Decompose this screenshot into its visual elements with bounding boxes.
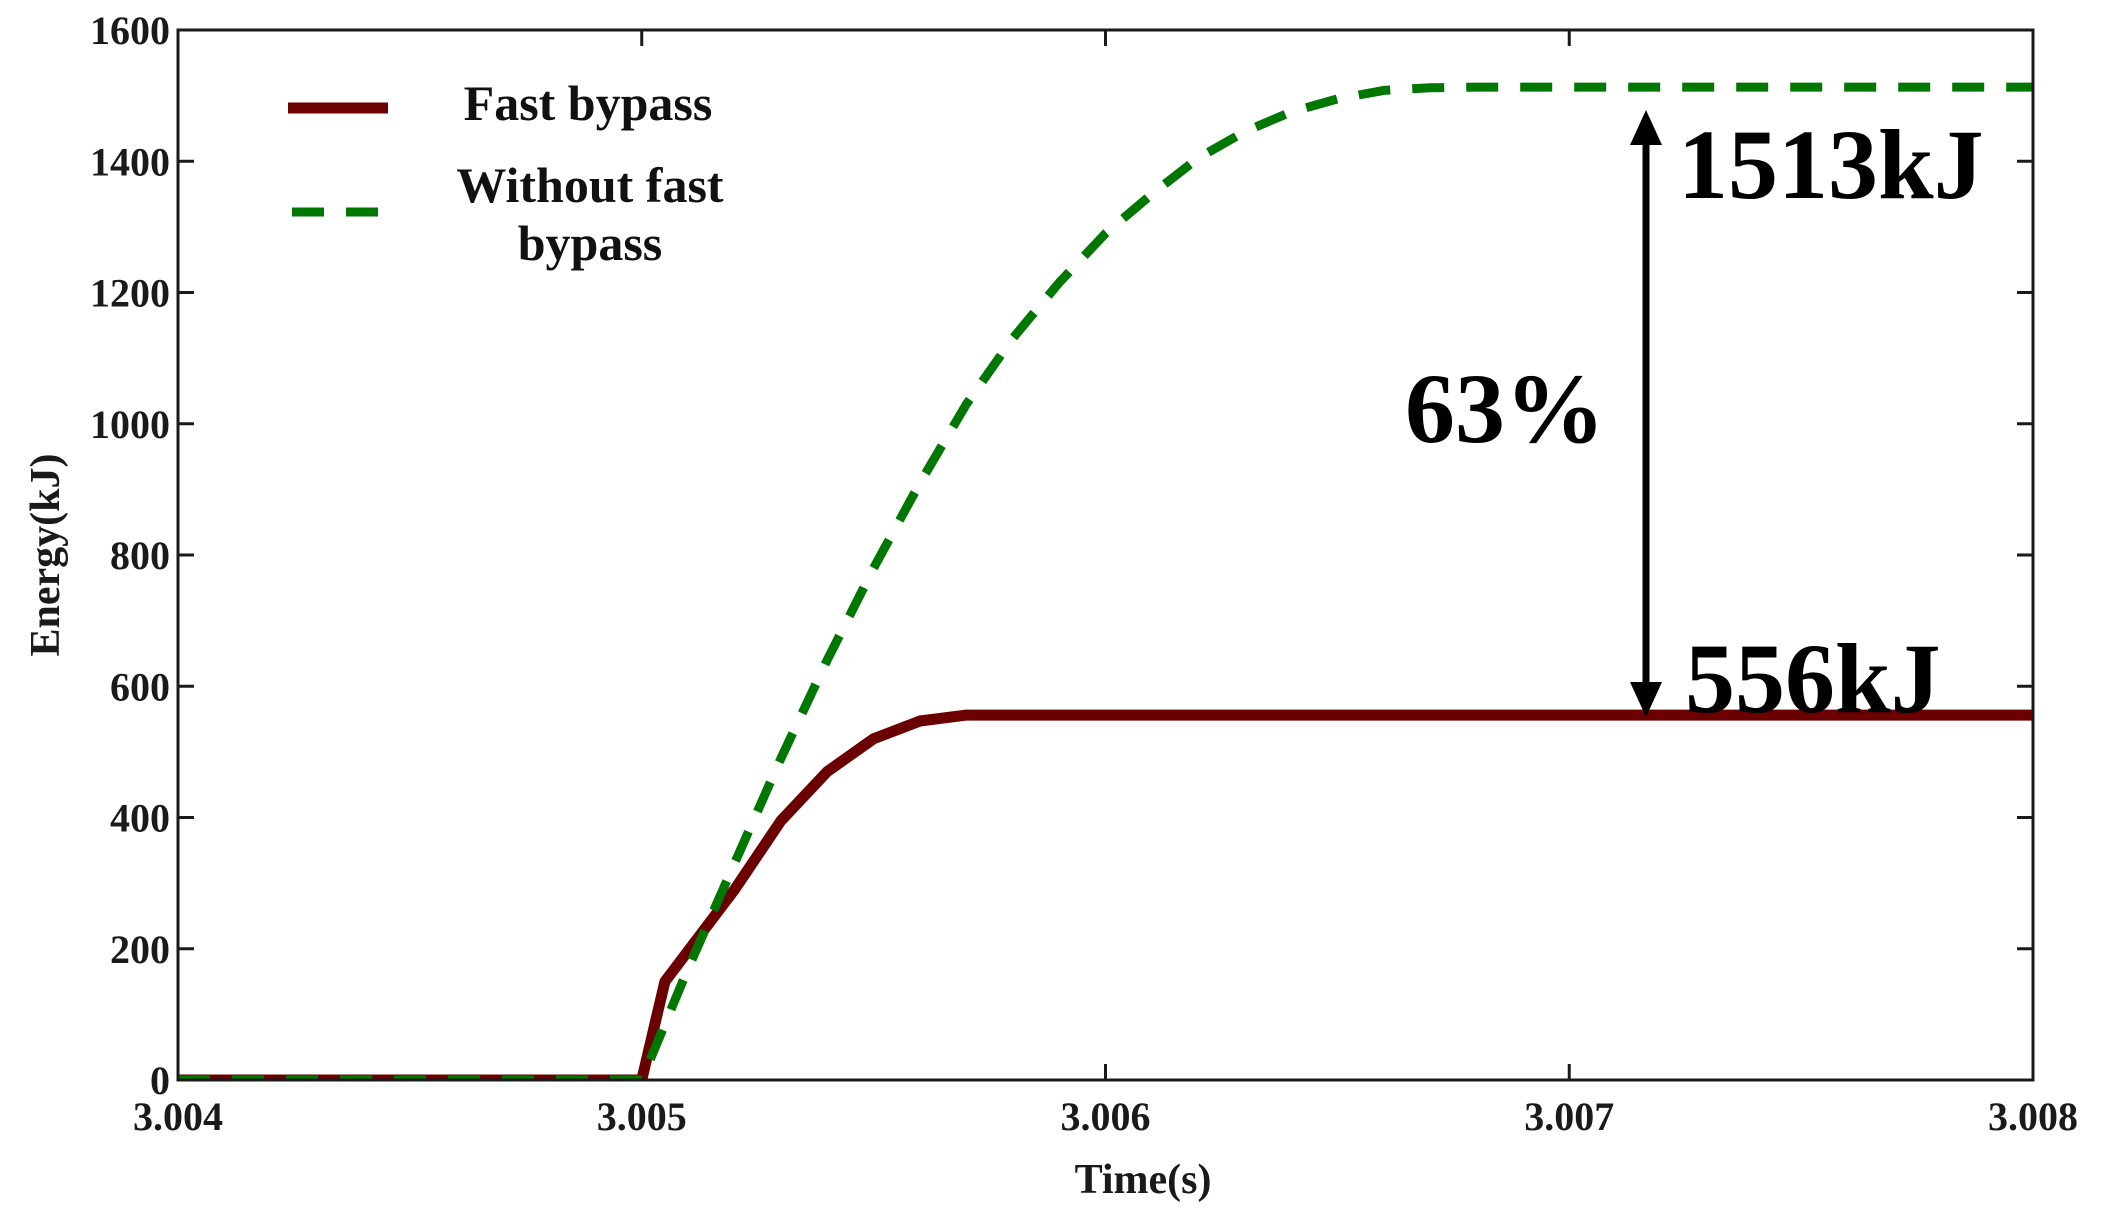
annotation-1513kj: 1513kJ [1678,109,1984,220]
x-axis-title: Time(s) [1075,1157,1212,1203]
y-tick-label: 800 [110,533,170,578]
annotation-63-percent: 63% [1405,353,1605,464]
plot-frame [176,28,2035,1082]
y-tick-label: 0 [150,1058,170,1103]
difference-arrow-head-down [1630,682,1662,717]
legend-label-without-fast-bypass: Without fast bypass [456,157,724,271]
y-tick-label: 1400 [90,139,170,184]
series-line-without-fast-bypass [178,82,2033,1080]
x-tick-label: 3.007 [1524,1094,1614,1139]
plot-area [178,30,2033,1080]
y-tick-label: 1200 [90,271,170,316]
series-line-fast-bypass [178,709,2033,1080]
x-tick-label: 3.008 [1988,1094,2078,1139]
legend-label-fast-bypass: Fast bypass [464,75,713,131]
y-tick-label: 1000 [90,402,170,447]
y-tick-label: 200 [110,927,170,972]
legend: Fast bypass Without fast bypass [288,75,724,271]
annotation-556kj: 556kJ [1685,623,1941,734]
x-tick-label: 3.005 [597,1094,687,1139]
x-tick-label: 3.006 [1061,1094,1151,1139]
x-tick-label: 3.004 [133,1094,223,1139]
difference-arrow [1630,110,1662,717]
y-axis-title: Energy(kJ) [23,454,69,657]
y-tick-label: 400 [110,796,170,841]
difference-arrow-head-up [1630,110,1662,145]
y-tick-label: 600 [110,664,170,709]
y-tick-label: 1600 [90,8,170,53]
